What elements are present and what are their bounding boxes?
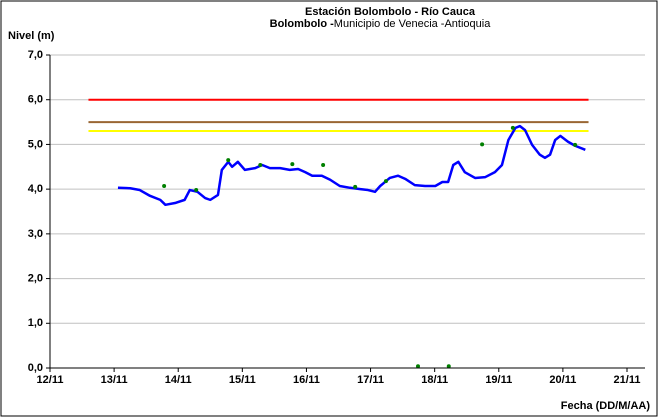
reading-dot — [321, 162, 326, 167]
x-tick-label: 16/11 — [293, 374, 320, 386]
x-tick-label: 17/11 — [357, 374, 384, 386]
y-tick-label: 2,0 — [28, 272, 43, 284]
x-tick-label: 20/11 — [549, 374, 576, 386]
reading-dot — [162, 184, 167, 189]
reading-dot — [194, 188, 199, 193]
x-tick-label: 18/11 — [421, 374, 448, 386]
y-tick-label: 5,0 — [28, 138, 43, 150]
y-axis-label: Nivel (m) — [8, 30, 55, 42]
y-tick-label: 1,0 — [28, 317, 43, 329]
x-tick-label: 15/11 — [229, 374, 256, 386]
x-tick-label: 13/11 — [101, 374, 128, 386]
x-tick-label: 14/11 — [165, 374, 192, 386]
subtitle-normal: Municipio de Venecia -Antioquia — [334, 18, 491, 30]
chart-subtitle: Bolombolo -Municipio de Venecia -Antioqu… — [270, 18, 492, 30]
y-tick-label: 6,0 — [28, 94, 43, 106]
reading-dot — [573, 142, 578, 147]
reading-dot — [510, 125, 515, 130]
x-tick-label: 12/11 — [37, 374, 64, 386]
reading-dot — [480, 142, 485, 147]
subtitle-bold: Bolombolo - — [270, 18, 334, 30]
y-tick-label: 4,0 — [28, 183, 43, 195]
reading-dot — [446, 364, 451, 369]
reading-dot — [353, 184, 358, 189]
x-tick-label: 21/11 — [614, 374, 641, 386]
reading-dot — [226, 158, 231, 163]
x-tick-label: 19/11 — [485, 374, 512, 386]
chart-title: Estación Bolombolo - Río Cauca — [305, 6, 476, 18]
reading-dot — [415, 364, 420, 369]
reading-dot — [383, 179, 388, 184]
axes: 0,0 1,0 2,0 3,0 4,0 5,0 6,0 7,0 12/11 13/11 14/11 1… — [28, 49, 645, 386]
marks — [88, 98, 589, 369]
series-line — [117, 124, 586, 207]
reading-dot — [258, 162, 263, 167]
y-tick-label: 7,0 — [28, 49, 43, 61]
y-tick-label: 0,0 — [28, 362, 43, 374]
reading-dot — [290, 162, 295, 167]
y-tick-label: 3,0 — [28, 228, 43, 240]
x-axis-label: Fecha (DD/M/AA) — [561, 400, 651, 412]
